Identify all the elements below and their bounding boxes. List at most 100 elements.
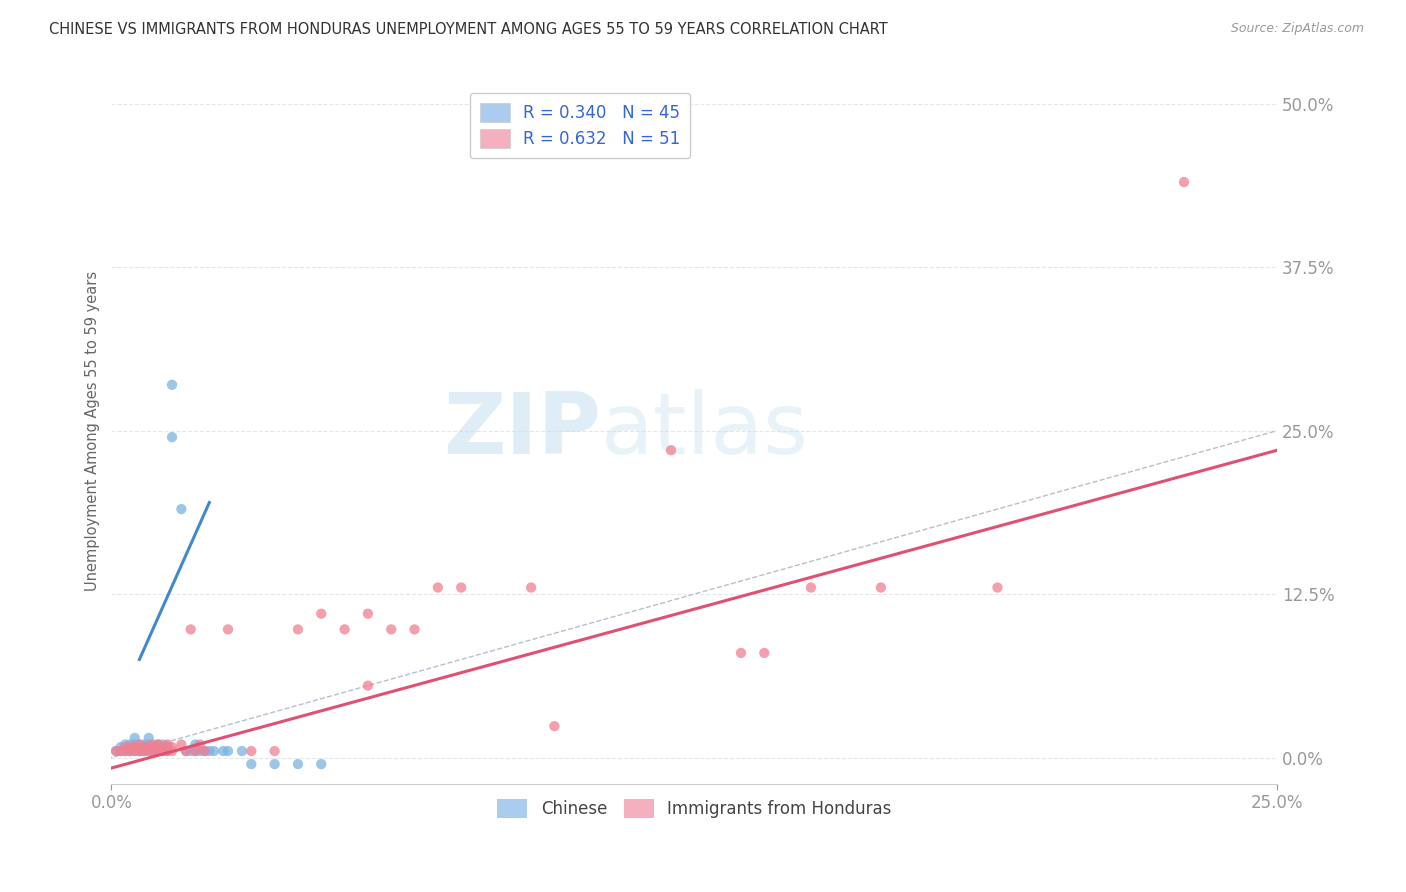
Point [132, 738, 155, 752]
Text: atlas: atlas [602, 389, 808, 472]
Point [404, 623, 426, 637]
Point [156, 744, 179, 758]
Text: CHINESE VS IMMIGRANTS FROM HONDURAS UNEMPLOYMENT AMONG AGES 55 TO 59 YEARS CORRE: CHINESE VS IMMIGRANTS FROM HONDURAS UNEM… [49, 22, 889, 37]
Point [138, 740, 160, 755]
Point [120, 744, 142, 758]
Point [120, 740, 142, 755]
Point [152, 744, 174, 758]
Point [174, 744, 197, 758]
Text: ZIP: ZIP [443, 389, 602, 472]
Point [357, 607, 380, 621]
Point [138, 731, 160, 745]
Point [184, 744, 207, 758]
Point [426, 581, 449, 595]
Point [152, 738, 174, 752]
Point [132, 744, 155, 758]
Point [142, 738, 165, 752]
Point [124, 744, 146, 758]
Point [110, 740, 132, 755]
Point [156, 740, 179, 755]
Point [124, 738, 146, 752]
Point [240, 744, 263, 758]
Point [194, 744, 217, 758]
Point [156, 744, 179, 758]
Point [138, 744, 160, 758]
Point [184, 738, 207, 752]
Point [217, 744, 239, 758]
Point [800, 581, 823, 595]
Point [520, 581, 543, 595]
Point [160, 744, 183, 758]
Point [128, 744, 150, 758]
Point [730, 646, 752, 660]
Point [309, 757, 332, 772]
Point [170, 738, 193, 752]
Point [202, 744, 225, 758]
Point [138, 738, 160, 752]
Point [188, 738, 211, 752]
Point [114, 740, 136, 755]
Point [128, 744, 150, 758]
Point [217, 623, 239, 637]
Point [142, 744, 165, 758]
Point [263, 744, 285, 758]
Point [357, 679, 380, 693]
Text: Source: ZipAtlas.com: Source: ZipAtlas.com [1230, 22, 1364, 36]
Point [152, 744, 174, 758]
Point [124, 744, 146, 758]
Y-axis label: Unemployment Among Ages 55 to 59 years: Unemployment Among Ages 55 to 59 years [86, 270, 100, 591]
Point [114, 738, 136, 752]
Point [240, 757, 263, 772]
Point [287, 757, 309, 772]
Point [870, 581, 893, 595]
Point [132, 740, 155, 755]
Point [110, 744, 132, 758]
Point [146, 744, 169, 758]
Point [110, 744, 132, 758]
Point [124, 740, 146, 755]
Point [333, 623, 356, 637]
Point [188, 744, 211, 758]
Point [160, 430, 183, 444]
Point [114, 744, 136, 758]
Point [105, 744, 128, 758]
Point [180, 623, 202, 637]
Point [180, 744, 202, 758]
Point [170, 502, 193, 516]
Point [1173, 175, 1195, 189]
Point [184, 744, 207, 758]
Point [986, 581, 1008, 595]
Point [142, 740, 165, 755]
Point [263, 757, 285, 772]
Point [132, 744, 155, 758]
Point [309, 607, 332, 621]
Point [124, 731, 146, 745]
Point [128, 744, 150, 758]
Point [156, 738, 179, 752]
Point [174, 744, 197, 758]
Point [160, 740, 183, 755]
Point [754, 646, 776, 660]
Point [380, 623, 402, 637]
Point [146, 744, 169, 758]
Point [160, 377, 183, 392]
Point [146, 738, 169, 752]
Point [128, 738, 150, 752]
Point [450, 581, 472, 595]
Point [132, 740, 155, 755]
Point [120, 744, 142, 758]
Point [146, 738, 169, 752]
Point [138, 744, 160, 758]
Point [128, 738, 150, 752]
Point [105, 744, 128, 758]
Point [114, 744, 136, 758]
Point [543, 719, 565, 733]
Point [659, 443, 682, 458]
Point [198, 744, 221, 758]
Point [142, 744, 165, 758]
Point [152, 740, 174, 755]
Point [120, 738, 142, 752]
Point [212, 744, 235, 758]
Point [194, 744, 217, 758]
Point [287, 623, 309, 637]
